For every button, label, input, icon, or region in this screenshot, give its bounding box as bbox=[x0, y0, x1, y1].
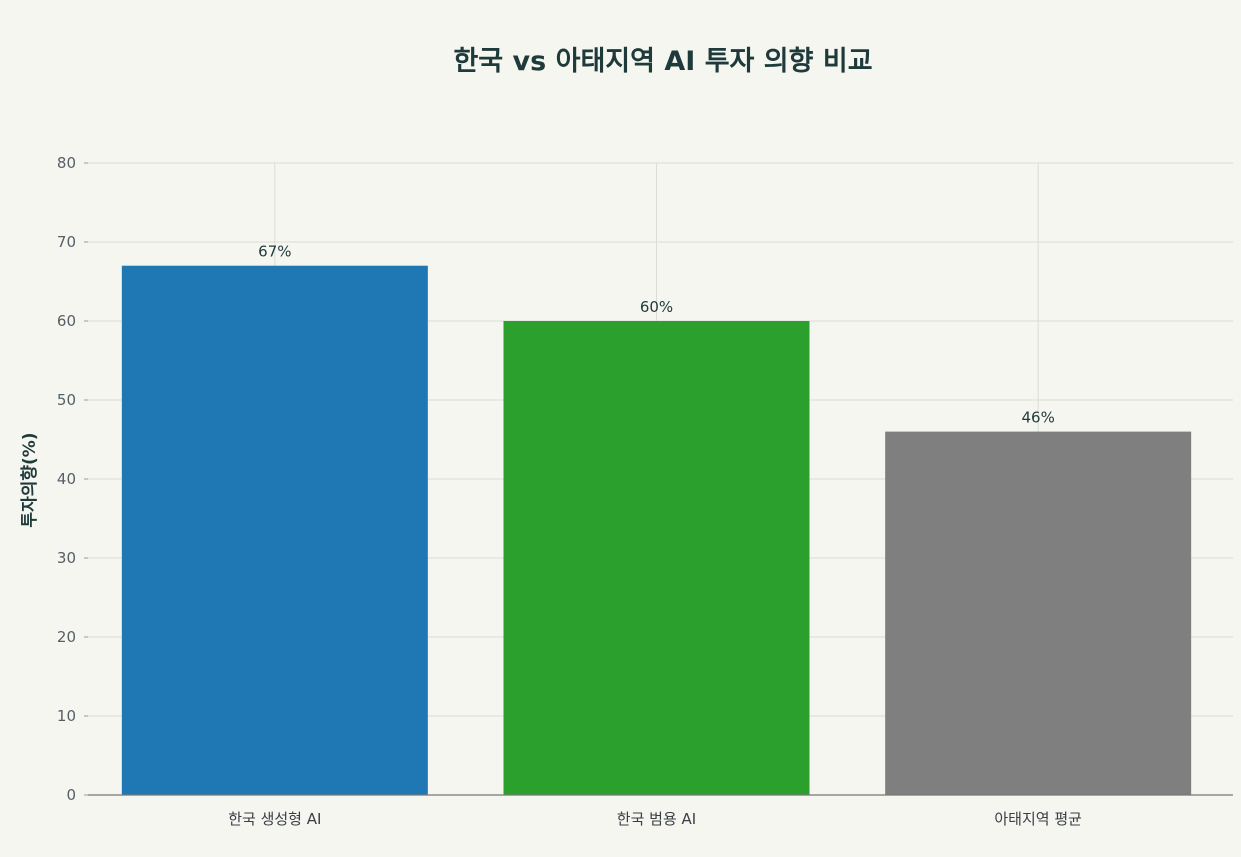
y-tick-label: 60 bbox=[57, 312, 76, 330]
y-axis-label: 투자의향(%) bbox=[19, 432, 40, 527]
y-tick-label: 40 bbox=[57, 470, 76, 488]
bar bbox=[121, 265, 428, 795]
data-labels: 67% 60% 46% bbox=[258, 243, 1055, 427]
bar-data-label: 60% bbox=[640, 298, 673, 316]
bar-data-label: 67% bbox=[258, 243, 291, 261]
x-category-label: 아태지역 평균 bbox=[994, 810, 1082, 828]
y-tick-label: 80 bbox=[57, 154, 76, 172]
x-category-label: 한국 범용 AI bbox=[617, 810, 696, 828]
y-tick-label: 50 bbox=[57, 391, 76, 409]
y-tick-label: 10 bbox=[57, 707, 76, 725]
x-category-label: 한국 생성형 AI bbox=[228, 810, 321, 828]
y-tick-label: 70 bbox=[57, 233, 76, 251]
y-axis-ticks: 0 10 20 30 40 50 60 70 80 bbox=[57, 154, 88, 804]
y-tick-label: 30 bbox=[57, 549, 76, 567]
chart-title: 한국 vs 아태지역 AI 투자 의향 비교 bbox=[453, 46, 872, 77]
bars bbox=[121, 265, 1192, 795]
x-axis-category-labels: 한국 생성형 AI 한국 범용 AI 아태지역 평균 bbox=[228, 810, 1082, 828]
y-tick-label: 20 bbox=[57, 628, 76, 646]
bar-data-label: 46% bbox=[1021, 409, 1054, 427]
bar bbox=[885, 431, 1192, 795]
bar bbox=[503, 321, 810, 795]
y-tick-label: 0 bbox=[66, 786, 76, 804]
